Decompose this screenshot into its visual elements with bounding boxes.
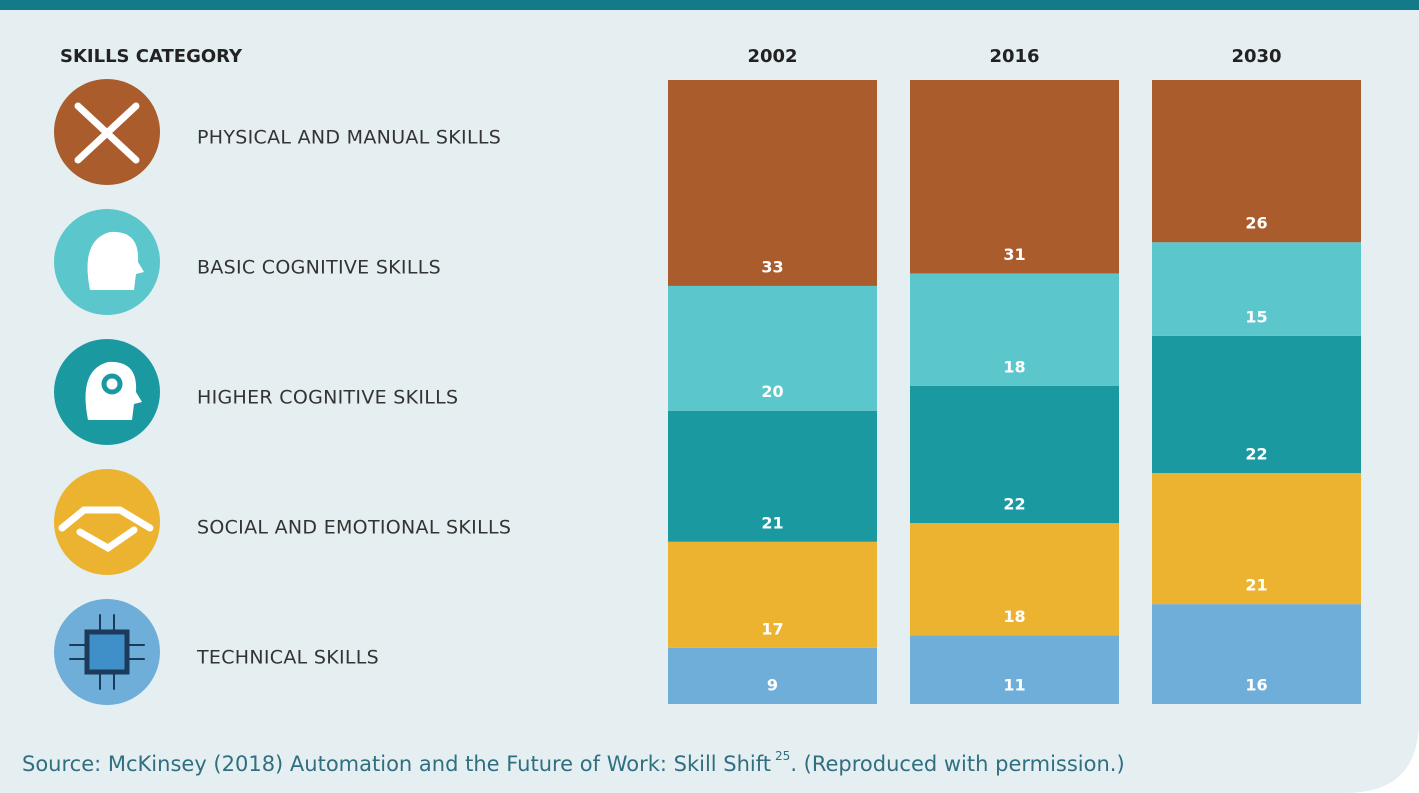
value-label: 16 [1245,676,1267,695]
legend-label: BASIC COGNITIVE SKILLS [197,257,441,279]
bar-segment [668,410,877,542]
legend-label: SOCIAL AND EMOTIONAL SKILLS [197,517,511,539]
bar-segment [910,385,1119,524]
value-label: 22 [1003,495,1025,514]
value-label: 20 [761,382,783,401]
value-label: 11 [1003,676,1025,695]
top-band [0,0,1419,10]
value-label: 18 [1003,607,1025,626]
legend-label: TECHNICAL SKILLS [196,647,379,669]
value-label: 21 [1245,576,1267,595]
bar-segment [1152,242,1361,336]
chip-pins [69,614,145,690]
source-suffix: . (Reproduced with permission.) [790,752,1124,776]
bar-segment [668,285,877,411]
legend-label: PHYSICAL AND MANUAL SKILLS [197,127,501,149]
x-tick-label: 2030 [1231,46,1281,67]
tools-icon [74,102,140,164]
value-label: 26 [1245,214,1267,233]
x-tick-label: 2016 [989,46,1039,67]
handshake-icon [58,506,154,553]
source: Source: McKinsey (2018) Automation and t… [22,749,1125,777]
value-label: 15 [1245,307,1267,326]
value-label: 33 [761,257,783,276]
source-ref: 25 [775,749,790,763]
bar-segment [910,80,1119,274]
bar-segment [1152,604,1361,704]
value-label: 9 [767,676,778,695]
bar-segment [910,523,1119,636]
bar-segment [910,635,1119,704]
value-label: 18 [1003,357,1025,376]
value-label: 21 [761,513,783,532]
bar-segment [1152,335,1361,474]
value-label: 31 [1003,245,1025,264]
bar-segment [910,273,1119,386]
x-tick-label: 2002 [747,46,797,67]
value-label: 22 [1245,445,1267,464]
source-text: Source: McKinsey (2018) Automation and t… [22,752,771,776]
bar-segment [1152,473,1361,605]
bar-segment [1152,80,1361,243]
bar-segment [668,541,877,648]
bar-segment [668,80,877,286]
bar-segment [668,647,877,704]
head-icon [87,231,144,290]
value-label: 17 [761,619,783,638]
legend-label: HIGHER COGNITIVE SKILLS [197,387,458,409]
gear [101,373,123,395]
icon-glyphs [58,102,154,690]
legend-icon [54,469,160,575]
legend-title: SKILLS CATEGORY [60,46,243,67]
chip-icon [84,629,130,675]
